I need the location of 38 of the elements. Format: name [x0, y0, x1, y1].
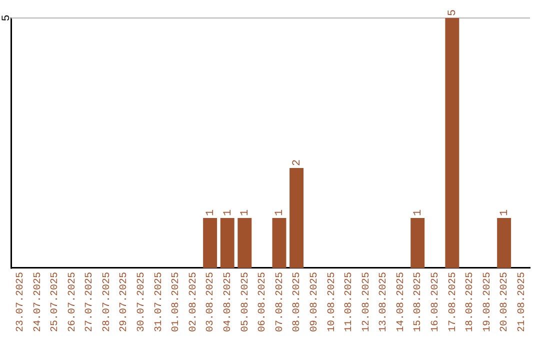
- x-tick-label: 28.07.2025: [102, 272, 113, 332]
- data-label: 5: [447, 9, 460, 16]
- x-tick-label: 31.07.2025: [154, 272, 165, 332]
- x-tick-label: 01.08.2025: [171, 272, 182, 332]
- x-tick-label: 21.08.2025: [516, 272, 528, 332]
- x-tick-label: 23.07.2025: [15, 272, 26, 332]
- x-tick-label: 27.07.2025: [84, 272, 96, 332]
- x-tick-label: 25.07.2025: [50, 272, 62, 332]
- x-tick-label: 15.08.2025: [413, 272, 424, 332]
- x-tick-label: 14.08.2025: [396, 272, 407, 332]
- x-tick-label: 04.08.2025: [222, 272, 234, 332]
- data-label: 1: [222, 208, 234, 216]
- data-label: 2: [291, 159, 304, 166]
- x-tick-label: 05.08.2025: [240, 272, 252, 332]
- x-tick-label: 17.08.2025: [448, 272, 459, 332]
- x-tick-label: 29.07.2025: [119, 272, 130, 332]
- x-tick-label: 19.08.2025: [482, 272, 494, 332]
- data-label: 1: [498, 208, 511, 216]
- data-label: 1: [274, 208, 286, 216]
- data-label: 1: [204, 208, 217, 216]
- x-tick-label: 18.08.2025: [465, 272, 476, 332]
- x-tick-label: 06.08.2025: [258, 272, 269, 332]
- x-tick-label: 26.07.2025: [67, 272, 78, 332]
- x-tick-label: 03.08.2025: [206, 272, 217, 332]
- x-tick-label: 02.08.2025: [188, 272, 200, 332]
- x-tick-label: 16.08.2025: [430, 272, 442, 332]
- x-tick-label: 30.07.2025: [136, 272, 148, 332]
- x-tick-label: 11.08.2025: [344, 272, 356, 332]
- x-tick-label: 12.08.2025: [361, 272, 372, 332]
- data-label: 1: [240, 208, 252, 216]
- x-tick-label: 07.08.2025: [274, 272, 286, 332]
- data-label: 1: [412, 208, 424, 216]
- x-tick-label: 10.08.2025: [326, 272, 338, 332]
- x-tick-label: 13.08.2025: [378, 272, 390, 332]
- x-tick-label: 20.08.2025: [500, 272, 511, 332]
- x-tick-label: 08.08.2025: [292, 272, 304, 332]
- x-tick-label: 09.08.2025: [309, 272, 320, 332]
- x-tick-label: 24.07.2025: [32, 272, 44, 332]
